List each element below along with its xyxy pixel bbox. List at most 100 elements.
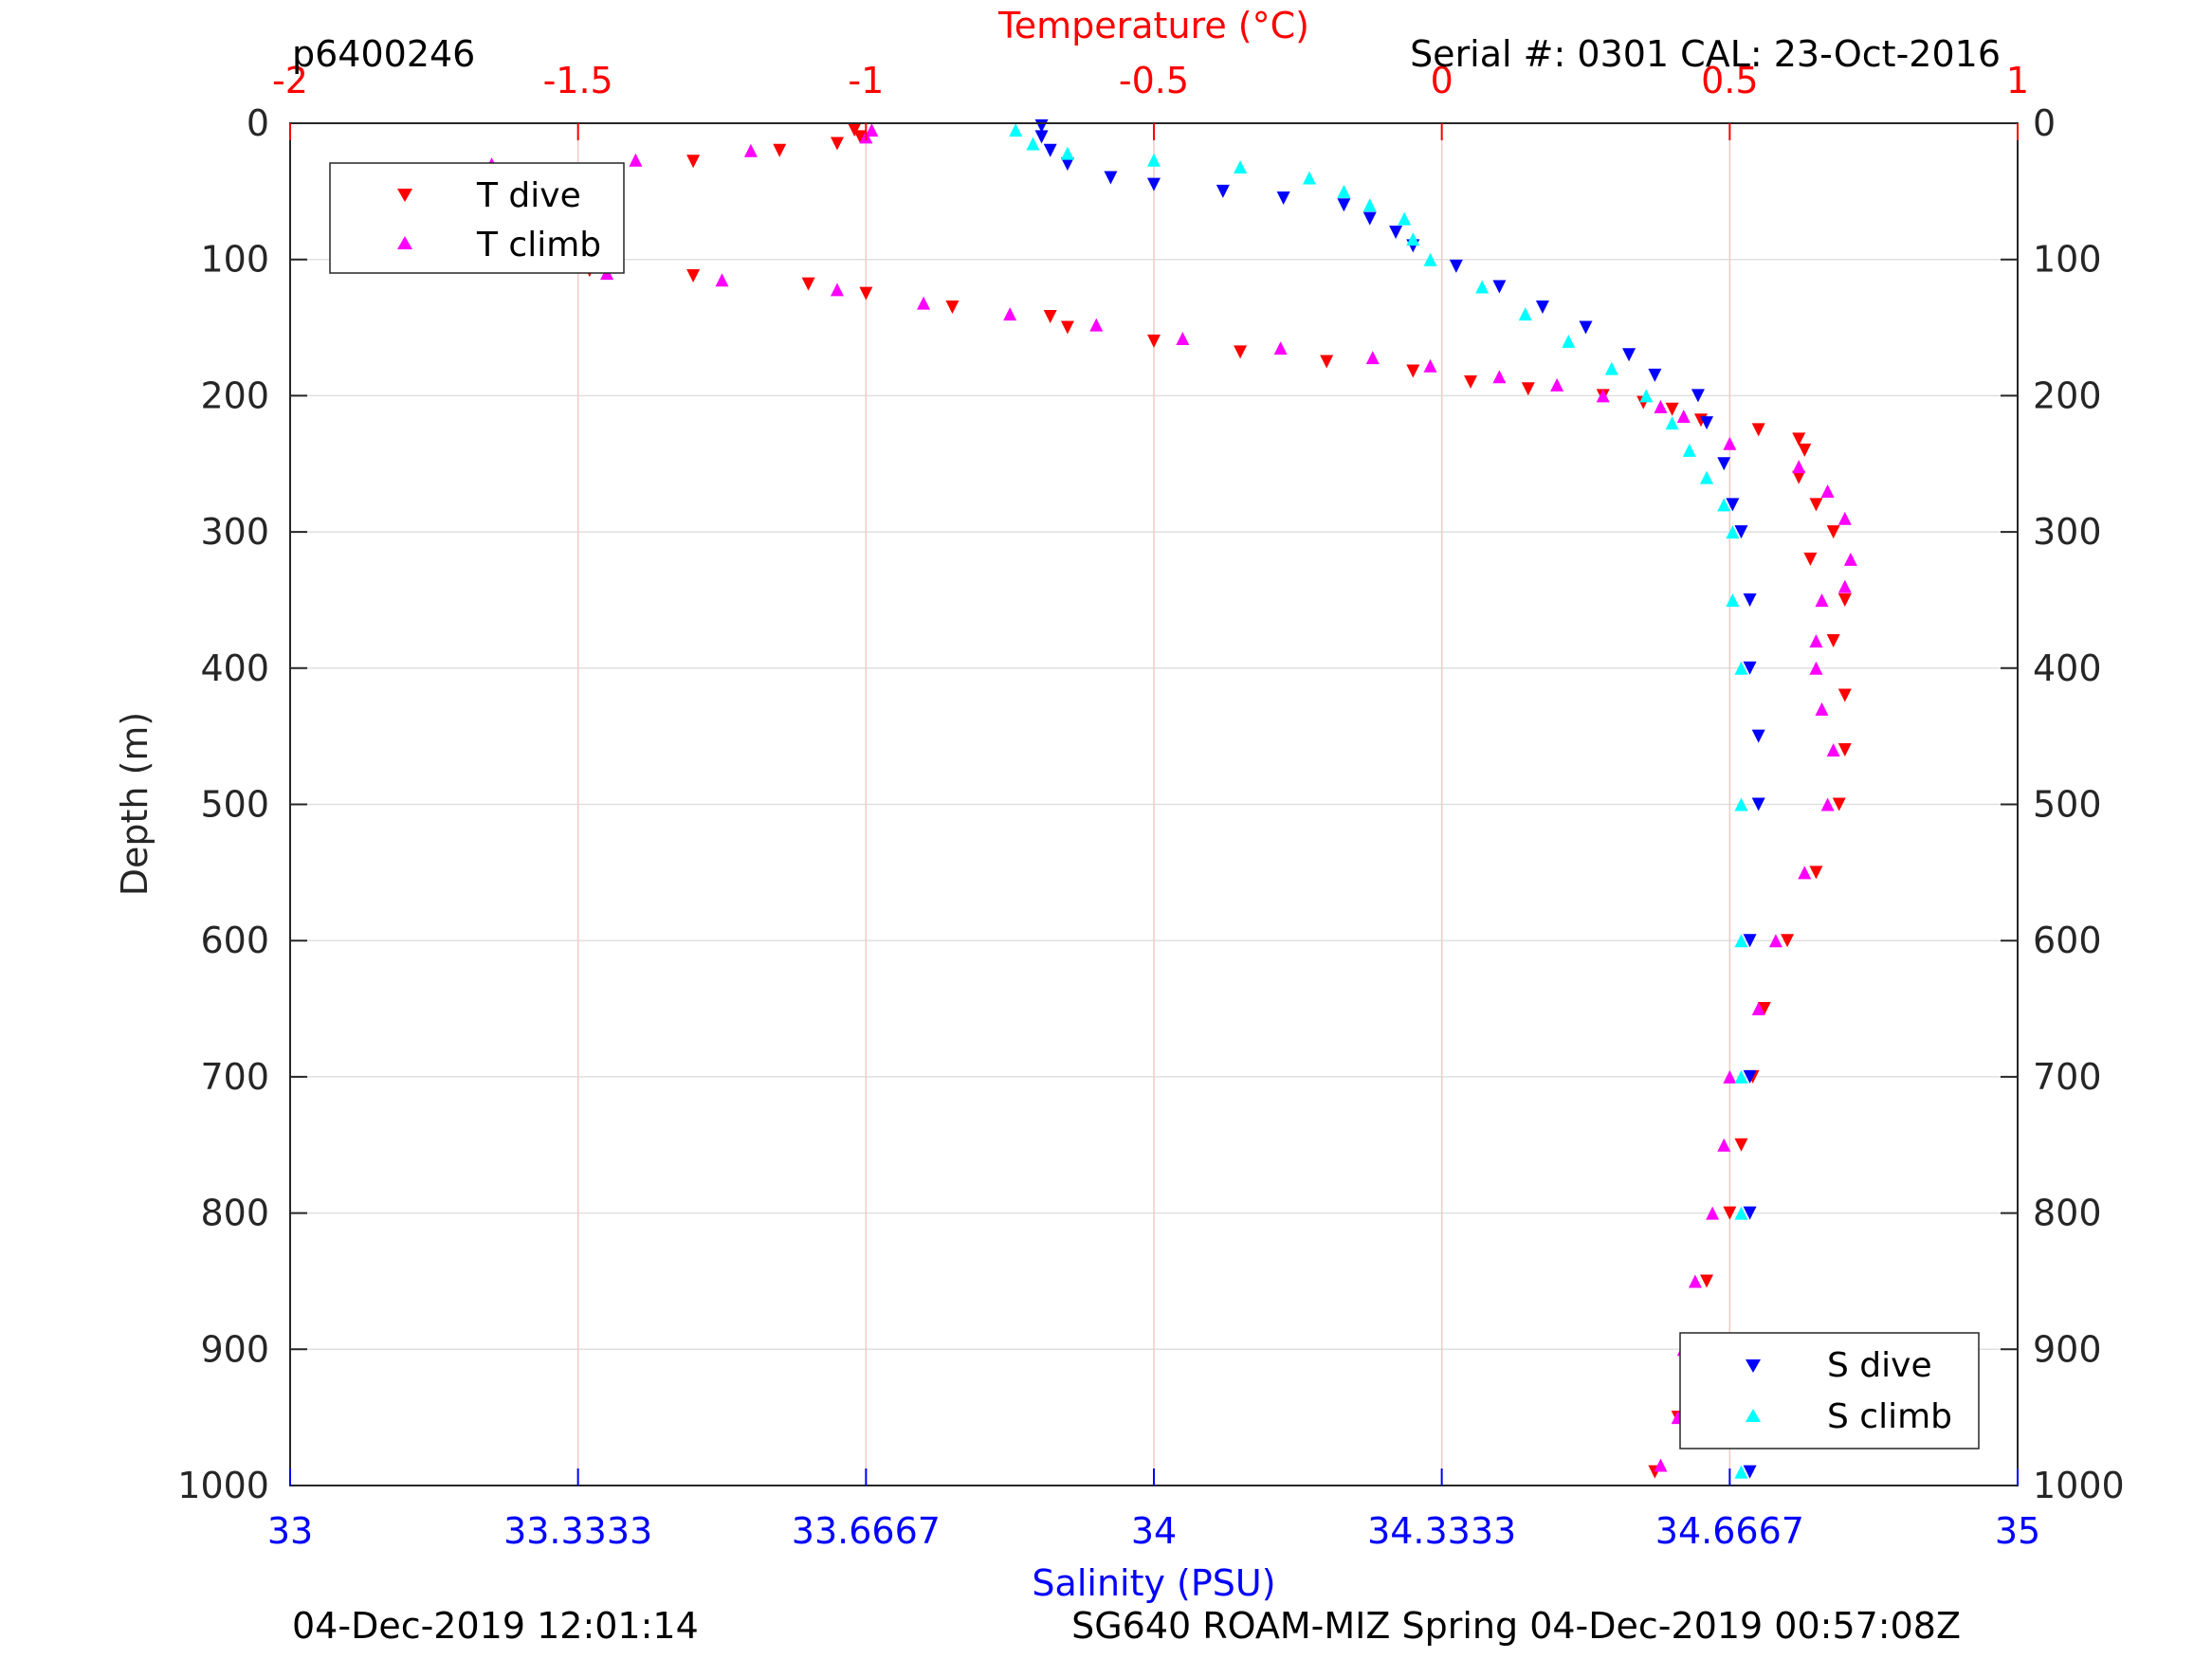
data-point <box>1803 552 1818 566</box>
data-point <box>1665 402 1679 416</box>
data-point <box>1691 389 1705 403</box>
temperature-tick-label: -0.5 <box>1119 60 1189 101</box>
data-point <box>1700 1274 1714 1288</box>
depth-tick-label-right: 900 <box>2033 1328 2102 1370</box>
data-point <box>1734 1138 1748 1152</box>
data-point <box>1751 423 1765 437</box>
data-point <box>1009 123 1023 137</box>
depth-tick-label-right: 200 <box>2033 374 2102 416</box>
data-point <box>1717 498 1731 512</box>
data-point <box>1147 334 1161 348</box>
s-dive-legend-marker <box>1746 1359 1761 1373</box>
data-point <box>1423 358 1437 373</box>
data-point <box>1389 225 1403 239</box>
s-climb-series <box>1009 123 1748 1479</box>
data-point <box>1648 368 1662 382</box>
data-point <box>1717 1138 1731 1152</box>
data-point <box>1809 498 1823 512</box>
data-point <box>1026 137 1040 151</box>
series-layer <box>473 118 1857 1479</box>
salinity-tick-label: 33.3333 <box>503 1510 652 1552</box>
depth-tick-label-left: 600 <box>200 920 269 961</box>
salinity-tick-label: 34.6667 <box>1655 1510 1804 1552</box>
data-point <box>1147 153 1161 167</box>
depth-tick-label-right: 600 <box>2033 920 2102 961</box>
data-point <box>1550 377 1564 392</box>
depth-tick-label-left: 400 <box>200 647 269 689</box>
data-point <box>1406 232 1420 246</box>
data-point <box>1820 483 1835 498</box>
data-point <box>1492 280 1507 294</box>
depth-tick-label-left: 500 <box>200 784 269 826</box>
data-point <box>1743 661 1757 675</box>
t-climb-legend-marker <box>397 236 412 249</box>
data-point <box>629 153 643 167</box>
data-point <box>1757 1002 1771 1016</box>
data-point <box>1060 146 1074 160</box>
data-point <box>1734 1069 1748 1084</box>
depth-tick-label-left: 0 <box>247 102 269 144</box>
data-point <box>865 123 879 137</box>
data-point <box>1734 1206 1748 1220</box>
data-point <box>1043 310 1057 324</box>
temperature-tick-label: -2 <box>272 60 308 101</box>
data-point <box>1751 1002 1765 1016</box>
data-point <box>1492 370 1507 384</box>
t-dive-series <box>479 123 1852 1479</box>
data-point <box>1302 171 1316 185</box>
data-point <box>1809 866 1823 880</box>
temperature-legend-box <box>329 162 625 274</box>
data-point <box>1734 525 1748 539</box>
data-point <box>1688 1274 1702 1288</box>
data-point <box>1449 259 1463 273</box>
temperature-tick-label: 0.5 <box>1701 60 1758 101</box>
temperature-tick-label: 0 <box>1431 60 1453 101</box>
data-point <box>1734 661 1748 675</box>
depth-tick-label-left: 1000 <box>177 1465 269 1506</box>
data-point <box>1362 211 1377 226</box>
data-point <box>1273 341 1288 356</box>
data-point <box>1654 399 1668 413</box>
data-point <box>945 300 960 314</box>
depth-tick-label-right: 300 <box>2033 511 2102 553</box>
data-point <box>1798 866 1812 880</box>
dive-id-label: p6400246 <box>292 33 475 75</box>
depth-tick-label-left: 900 <box>200 1328 269 1370</box>
data-point <box>1717 457 1731 471</box>
data-point <box>1751 797 1765 811</box>
data-point <box>1234 159 1248 173</box>
data-point <box>686 268 701 283</box>
data-point <box>1579 320 1593 335</box>
data-point <box>1837 511 1852 525</box>
data-point <box>853 130 868 144</box>
s-dive-legend-label: S dive <box>1827 1346 1932 1385</box>
t-climb-series <box>473 123 1857 1472</box>
data-point <box>1337 198 1351 212</box>
depth-tick-label-left: 200 <box>200 374 269 416</box>
data-point <box>1654 1458 1668 1472</box>
depth-tick-label-right: 700 <box>2033 1056 2102 1098</box>
data-point <box>1768 934 1782 948</box>
salinity-legend-box <box>1679 1332 1980 1449</box>
data-point <box>1843 552 1857 566</box>
data-point <box>1337 184 1351 198</box>
data-point <box>1837 592 1852 607</box>
data-point <box>848 123 862 137</box>
data-point <box>1837 579 1852 593</box>
data-point <box>1734 934 1748 948</box>
data-point <box>859 286 873 301</box>
data-point <box>1726 498 1740 512</box>
data-point <box>1751 729 1765 743</box>
data-point <box>1604 361 1618 375</box>
data-point <box>1832 797 1846 811</box>
data-point <box>1826 525 1840 539</box>
data-point <box>1809 661 1823 675</box>
data-point <box>1798 443 1812 457</box>
data-point <box>1734 1465 1748 1479</box>
serial-label: Serial #: 0301 CAL: 23-Oct-2016 <box>1410 33 2001 75</box>
data-point <box>1622 348 1636 362</box>
data-point <box>1781 934 1795 948</box>
data-point <box>1792 432 1806 447</box>
depth-tick-label-left: 300 <box>200 511 269 553</box>
